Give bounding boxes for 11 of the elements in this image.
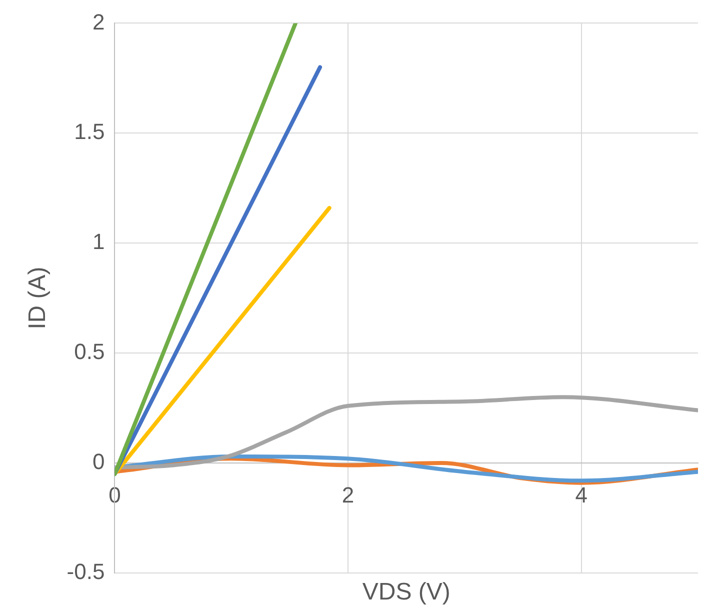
- y-tick-label: 1.5: [74, 119, 105, 144]
- y-tick-label: 1: [92, 229, 105, 254]
- y-tick-label: 0.5: [74, 339, 105, 364]
- y-tick-label: -0.5: [66, 559, 105, 584]
- x-tick-label: 4: [575, 482, 588, 508]
- x-tick-label: 2: [342, 482, 354, 508]
- y-tick-label: 2: [92, 9, 105, 34]
- line-series: [114, 395, 698, 470]
- x-axis-title: VDS (V): [362, 578, 450, 606]
- y-tick-label: 0: [92, 449, 105, 474]
- y-axis-title: ID (A): [24, 266, 52, 330]
